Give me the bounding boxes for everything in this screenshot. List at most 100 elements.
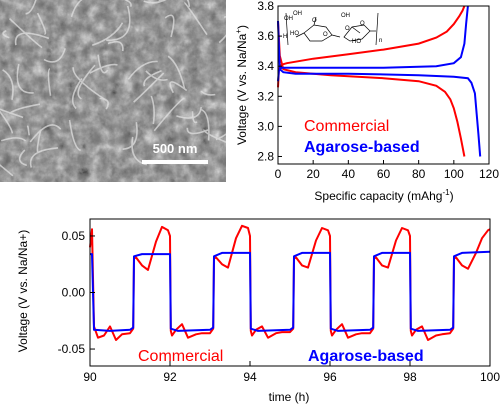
fiber-strand xyxy=(153,97,185,132)
fiber-strand xyxy=(97,54,109,74)
structure-atom-label: O xyxy=(312,18,317,24)
c1-y-tick-label: 3.6 xyxy=(257,29,274,43)
structure-atom-label: O xyxy=(323,32,328,38)
fiber-strand xyxy=(99,97,109,110)
c2-x-axis-label: time (h) xyxy=(269,390,310,404)
c2-x-tick-label: 98 xyxy=(403,370,417,384)
fiber-strand xyxy=(191,111,198,124)
fiber-strand xyxy=(124,0,132,7)
fiber-strand xyxy=(14,32,50,46)
fiber-strand xyxy=(145,70,168,81)
c1-y-tick-label: 3.0 xyxy=(257,119,274,133)
fiber-strand xyxy=(0,164,14,177)
c2-y-tick-label: 0.00 xyxy=(62,286,86,300)
sem-micrograph: 500 nm xyxy=(0,0,226,182)
legend-agarose-based: Agarose-based xyxy=(308,348,424,365)
c1-x-tick-label: 120 xyxy=(479,167,499,181)
fiber-strand xyxy=(0,137,27,142)
series-agarose-based-line xyxy=(90,250,491,332)
c1-y-tick-label: 3.8 xyxy=(257,0,274,13)
fiber-strand xyxy=(91,22,124,47)
fiber-network xyxy=(0,0,226,177)
fiber-strand xyxy=(71,78,83,110)
c2-x-tick-label: 90 xyxy=(83,370,97,384)
c2-y-tick-label: 0.05 xyxy=(62,229,86,243)
structure-atom-label: OH xyxy=(293,11,302,17)
c1-x-tick-label: 40 xyxy=(342,167,356,181)
fiber-strand xyxy=(47,68,52,96)
time-voltage-chart: 90 92 94 96 98 100 -0.05 0.00 0.05 Commercial Ag… xyxy=(16,218,500,404)
fiber-strand xyxy=(133,72,165,103)
fiber-strand xyxy=(158,0,191,7)
fiber-strand xyxy=(16,63,34,94)
c2-x-tick-label: 96 xyxy=(323,370,337,384)
legend-agarose-based: Agarose-based xyxy=(304,139,420,156)
fiber-strand xyxy=(0,110,14,134)
fiber-strand xyxy=(176,106,202,119)
structure-atom-label: n xyxy=(379,38,382,44)
c2-plot-frame xyxy=(89,218,491,367)
fiber-strand xyxy=(36,12,47,35)
fiber-strand xyxy=(164,14,175,38)
fiber-strand xyxy=(183,1,208,36)
fiber-strand xyxy=(43,48,66,63)
fiber-strand xyxy=(25,0,37,15)
legend-commercial: Commercial xyxy=(304,118,389,135)
series-agarose-based-charge-line xyxy=(277,5,469,82)
c1-y-tick-label: 3.2 xyxy=(257,89,274,103)
fiber-strand xyxy=(2,29,10,39)
series-commercial-line xyxy=(89,224,491,341)
series-commercial-charge-line xyxy=(277,5,466,88)
fiber-strand xyxy=(200,90,216,96)
structure-atom-label: OH xyxy=(341,13,350,19)
c1-x-tick-label: 60 xyxy=(377,167,391,181)
series-agarose-based-discharge-line xyxy=(277,20,482,157)
fiber-strand xyxy=(29,124,62,143)
fiber-strand xyxy=(8,103,41,115)
legend-commercial: Commercial xyxy=(138,348,223,365)
c2-y-tick-label: -0.05 xyxy=(58,342,86,356)
c2-x-tick-label: 92 xyxy=(163,370,177,384)
fiber-strand xyxy=(127,60,158,80)
fiber-strand xyxy=(18,149,28,167)
fiber-strand xyxy=(215,133,226,141)
fiber-strand xyxy=(148,0,167,4)
fiber-strand xyxy=(70,0,83,18)
fiber-strand xyxy=(89,63,118,74)
c1-x-tick-label: 20 xyxy=(306,167,320,181)
structure-atom-label: O xyxy=(360,21,365,27)
fiber-strand xyxy=(169,81,188,94)
agarose-structure-inset xyxy=(285,12,379,46)
fiber-strand xyxy=(8,18,43,49)
structure-atom-label: HO xyxy=(352,39,361,45)
series-commercial-discharge-line xyxy=(277,20,466,157)
c1-plot-frame xyxy=(277,5,490,165)
c1-x-tick-label: 80 xyxy=(412,167,426,181)
fiber-strand xyxy=(218,34,226,44)
c1-y-tick-label: 2.8 xyxy=(257,149,274,163)
fiber-strand xyxy=(26,125,30,136)
fiber-strand xyxy=(2,69,14,100)
c1-x-tick-label: 100 xyxy=(444,167,464,181)
c1-x-tick-label: 0 xyxy=(275,167,282,181)
c1-y-axis-label: Voltage (V vs. Na/Na+) xyxy=(234,25,249,145)
fiber-strand xyxy=(167,55,186,89)
c2-x-tick-label: 94 xyxy=(243,370,257,384)
fiber-strand xyxy=(203,129,226,143)
fiber-strand xyxy=(150,95,155,125)
structure-atom-label: O xyxy=(345,26,350,32)
c2-x-tick-label: 100 xyxy=(480,370,500,384)
fiber-strand xyxy=(106,5,131,42)
structure-atom-label: H xyxy=(283,34,287,40)
fiber-strand xyxy=(77,64,96,100)
fiber-strand xyxy=(36,129,42,154)
fiber-strand xyxy=(29,147,59,168)
fiber-strand xyxy=(122,121,138,150)
structure-atom-label: HO xyxy=(290,31,299,37)
scale-bar xyxy=(142,160,208,164)
c1-y-tick-label: 3.4 xyxy=(257,59,274,73)
fiber-strand xyxy=(201,108,210,141)
fiber-strand xyxy=(68,119,82,152)
c1-x-axis-label: Specific capacity (mAhg-1) xyxy=(314,188,453,203)
